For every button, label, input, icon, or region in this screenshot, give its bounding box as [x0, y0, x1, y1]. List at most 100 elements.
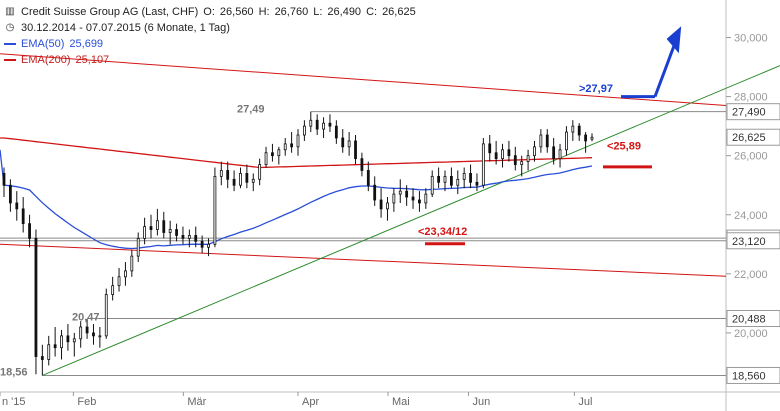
candle-body — [430, 175, 434, 195]
candle-body — [552, 146, 556, 160]
price-label-box — [726, 128, 780, 146]
ohlc-close-label: C: — [366, 6, 378, 18]
y-tick-label: 28,000 — [734, 92, 768, 104]
candle-body — [283, 143, 287, 151]
candle-body — [475, 181, 479, 186]
price-label-text: 26,625 — [732, 132, 766, 144]
candle-body — [545, 134, 549, 148]
candle-body — [513, 155, 517, 165]
price-label-box — [726, 310, 780, 328]
candle-body — [405, 190, 409, 198]
chart-annotation: <25,89 — [607, 140, 641, 152]
candle-body — [264, 152, 268, 165]
y-tick-label: 26,000 — [734, 151, 768, 163]
chart-annotation: 27,49 — [237, 103, 265, 115]
candle-body — [360, 158, 364, 171]
candle-body — [354, 140, 357, 160]
chart-legend: ▥ Credit Suisse Group AG (Last, CHF) O: 2… — [4, 4, 416, 68]
candle-body — [79, 326, 83, 340]
candle-body — [117, 276, 121, 287]
candle-body — [302, 125, 306, 136]
candle-body — [373, 184, 377, 201]
candle-body — [526, 155, 530, 162]
candle-body — [8, 184, 12, 204]
candle-body — [200, 240, 204, 248]
candle-body — [392, 193, 396, 204]
candle-body — [194, 235, 198, 242]
candle-body — [590, 136, 594, 140]
candle-body — [571, 125, 575, 133]
candle-body — [47, 344, 51, 360]
candle-body — [181, 235, 185, 239]
legend-period-row: ◷ 30.12.2014 - 07.07.2015 (6 Monate, 1 T… — [4, 20, 416, 36]
candle-body — [15, 202, 19, 210]
candle-body — [334, 125, 338, 139]
candle-body — [258, 164, 262, 180]
ema200-line — [0, 137, 593, 169]
candle-body — [398, 190, 402, 195]
legend-title-row: ▥ Credit Suisse Group AG (Last, CHF) O: 2… — [4, 4, 416, 20]
y-tick-label: 20,000 — [734, 328, 768, 340]
candle-body — [187, 235, 191, 239]
price-label-text: 27,490 — [732, 107, 766, 119]
legend-ema50-row: EMA(50) 25,699 — [4, 36, 416, 52]
candle-body — [533, 146, 536, 157]
candle-body — [424, 193, 428, 204]
y-tick-label: 22,000 — [734, 269, 768, 281]
candle-body — [411, 196, 415, 201]
chart-title: Credit Suisse Group AG (Last, CHF) — [21, 6, 199, 18]
candle-body — [92, 332, 95, 337]
price-label-text: 23,120 — [732, 236, 766, 248]
candle-body — [251, 178, 255, 183]
ema200-swatch — [4, 59, 16, 61]
candle-body — [469, 173, 472, 183]
candle-body — [443, 175, 447, 183]
candle-body — [449, 175, 453, 186]
price-label-box — [726, 232, 780, 250]
candle-body — [481, 143, 485, 186]
x-tick-label: Apr — [302, 396, 319, 408]
candle-body — [60, 335, 63, 349]
candle-body — [584, 134, 588, 142]
x-tick-label: Mär — [187, 396, 206, 408]
candle-body — [456, 178, 460, 186]
ohlc-close: 26,625 — [382, 6, 416, 18]
candle-body — [347, 140, 351, 148]
x-tick-label: Feb — [77, 396, 96, 408]
x-tick-label: Jun — [473, 396, 491, 408]
y-tick-label: 24,000 — [734, 210, 768, 222]
ema50-name: EMA(50) — [21, 38, 65, 50]
trend-channel-upper — [0, 53, 727, 106]
ohlc-low-label: L: — [313, 6, 323, 18]
x-tick-label: n '15 — [2, 396, 26, 408]
candle-body — [296, 134, 300, 148]
candle-body — [28, 223, 31, 239]
ohlc-high: 26,760 — [274, 6, 309, 18]
price-label-text: 18,560 — [732, 370, 766, 382]
ema50-value: 25,699 — [69, 38, 104, 50]
uptrend-line — [42, 65, 780, 376]
candle-body — [213, 175, 217, 245]
candle-body — [155, 220, 159, 230]
price-label-box — [726, 366, 780, 384]
candle-body — [539, 134, 543, 148]
candle-body — [130, 255, 134, 272]
target-arrow-line — [653, 39, 678, 98]
candle-body — [104, 294, 108, 337]
candle-body — [136, 237, 140, 257]
candle-body — [124, 270, 127, 278]
ohlc-low: 26,490 — [327, 6, 362, 18]
candle-body — [98, 335, 102, 338]
ema200-name: EMA(200) — [21, 54, 71, 66]
candle-body — [386, 202, 389, 210]
candle-body — [462, 173, 466, 180]
candle-body — [111, 285, 115, 295]
candle-body — [40, 356, 44, 360]
chart-annotation: 18,56 — [0, 366, 28, 378]
bar-chart-icon: ▥ — [5, 6, 15, 17]
candle-body — [290, 143, 294, 148]
candle-body — [488, 143, 492, 154]
ema200-value: 25,107 — [75, 54, 110, 66]
candle-body — [501, 149, 504, 160]
